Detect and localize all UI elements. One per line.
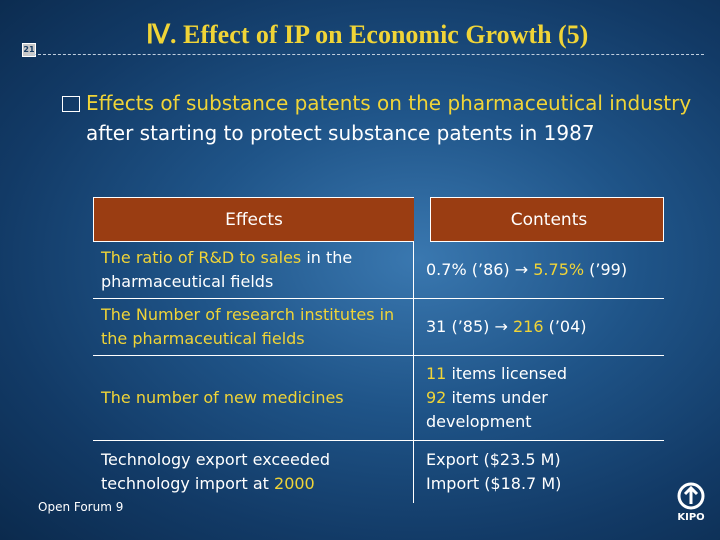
header-effects: Effects	[93, 197, 414, 242]
arrow-icon: →	[494, 317, 508, 336]
content-highlight: 5.75%	[528, 260, 585, 279]
effect-cell: The number of new medicines	[93, 356, 414, 440]
table-row: The number of new medicines 11 items lic…	[93, 356, 664, 441]
slide-number: 21	[22, 43, 36, 57]
kipo-logo: KIPO	[668, 482, 714, 536]
title-divider	[28, 54, 704, 55]
content-text: 31 (’85)	[426, 317, 495, 336]
table-row: The Number of research institutes in the…	[93, 299, 664, 356]
content-text: items licensed	[446, 364, 568, 383]
content-text: items under development	[426, 388, 548, 431]
effect-highlight: The ratio of R&D to sales	[101, 248, 302, 267]
kipo-logo-icon	[677, 482, 705, 510]
content-highlight: 92	[426, 388, 447, 407]
bullet-rest: after starting to protect substance pate…	[86, 121, 595, 145]
content-text: (’04)	[543, 317, 587, 336]
effect-highlight: The Number of research institutes in the…	[101, 305, 395, 348]
effect-cell: The ratio of R&D to sales in the pharmac…	[93, 242, 414, 298]
bullet-point: Effects of substance patents on the phar…	[62, 88, 702, 148]
content-text: Import ($18.7 M)	[426, 474, 562, 493]
effects-table: Effects Contents The ratio of R&D to sal…	[93, 197, 664, 503]
table-header-row: Effects Contents	[93, 197, 664, 242]
content-text: 0.7% (’86)	[426, 260, 515, 279]
content-highlight: 216	[507, 317, 544, 336]
content-cell: Export ($23.5 M) Import ($18.7 M)	[414, 441, 664, 503]
header-contents: Contents	[430, 197, 664, 242]
effect-highlight: The number of new medicines	[101, 388, 344, 407]
effect-highlight: 2000	[274, 474, 315, 493]
effect-cell: Technology export exceeded technology im…	[93, 441, 414, 503]
content-text: Export ($23.5 M)	[426, 450, 561, 469]
effect-cell: The Number of research institutes in the…	[93, 299, 414, 355]
content-cell: 11 items licensed 92 items under develop…	[414, 356, 664, 440]
effect-text: Technology export exceeded technology im…	[101, 450, 331, 493]
logo-text: KIPO	[677, 512, 705, 523]
table-row: The ratio of R&D to sales in the pharmac…	[93, 242, 664, 299]
footer-label: Open Forum 9	[38, 500, 124, 514]
content-cell: 0.7% (’86) → 5.75% (’99)	[414, 242, 664, 298]
content-cell: 31 (’85) → 216 (’04)	[414, 299, 664, 355]
bullet-highlight: Effects of substance patents on the phar…	[86, 91, 692, 115]
table-row: Technology export exceeded technology im…	[93, 441, 664, 503]
square-bullet-icon	[62, 96, 80, 112]
content-text: (’99)	[584, 260, 628, 279]
bullet-text: Effects of substance patents on the phar…	[86, 88, 702, 148]
effect-text: in the pharmaceutical fields	[101, 248, 353, 291]
header-gap	[414, 197, 430, 242]
content-highlight: 11	[426, 364, 447, 383]
slide-title: Ⅳ. Effect of IP on Economic Growth (5)	[146, 20, 589, 49]
arrow-icon: →	[514, 260, 529, 279]
